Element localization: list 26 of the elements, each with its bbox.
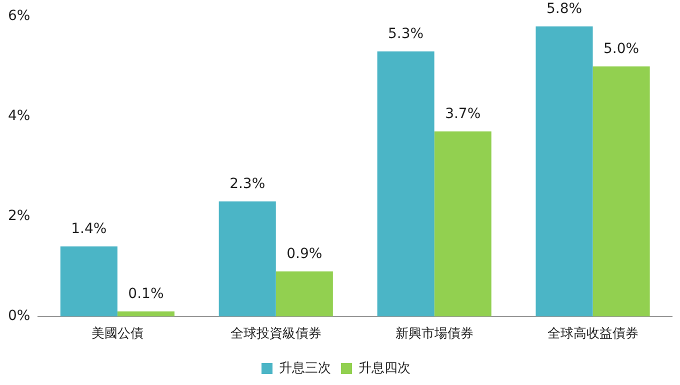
x-tick-label: 全球投資級債券 — [230, 326, 322, 342]
bar — [60, 246, 118, 316]
bar — [117, 311, 174, 316]
data-label: 0.9% — [286, 246, 322, 262]
data-label: 5.8% — [546, 1, 582, 18]
data-label: 0.1% — [128, 286, 164, 302]
bar — [592, 66, 650, 316]
bar — [377, 51, 434, 316]
y-tick-label: 2% — [8, 208, 30, 224]
x-tick-label: 美國公債 — [91, 326, 144, 342]
x-tick-label: 全球高收益債券 — [547, 326, 638, 342]
y-tick-label: 6% — [8, 8, 30, 24]
y-tick-label: 4% — [8, 108, 30, 124]
data-label: 2.3% — [230, 176, 266, 192]
data-label: 1.4% — [71, 221, 107, 238]
data-label: 5.0% — [604, 41, 640, 58]
data-label: 3.7% — [445, 106, 481, 122]
y-tick-label: 0% — [8, 308, 30, 324]
bar — [276, 271, 333, 316]
bar — [434, 131, 492, 316]
legend-label: 升息三次 — [279, 360, 331, 376]
bar — [536, 26, 593, 316]
legend-label: 升息四次 — [358, 360, 410, 376]
data-label: 5.3% — [388, 26, 424, 42]
bar — [218, 201, 276, 316]
x-tick-label: 新興市場債券 — [395, 326, 474, 342]
